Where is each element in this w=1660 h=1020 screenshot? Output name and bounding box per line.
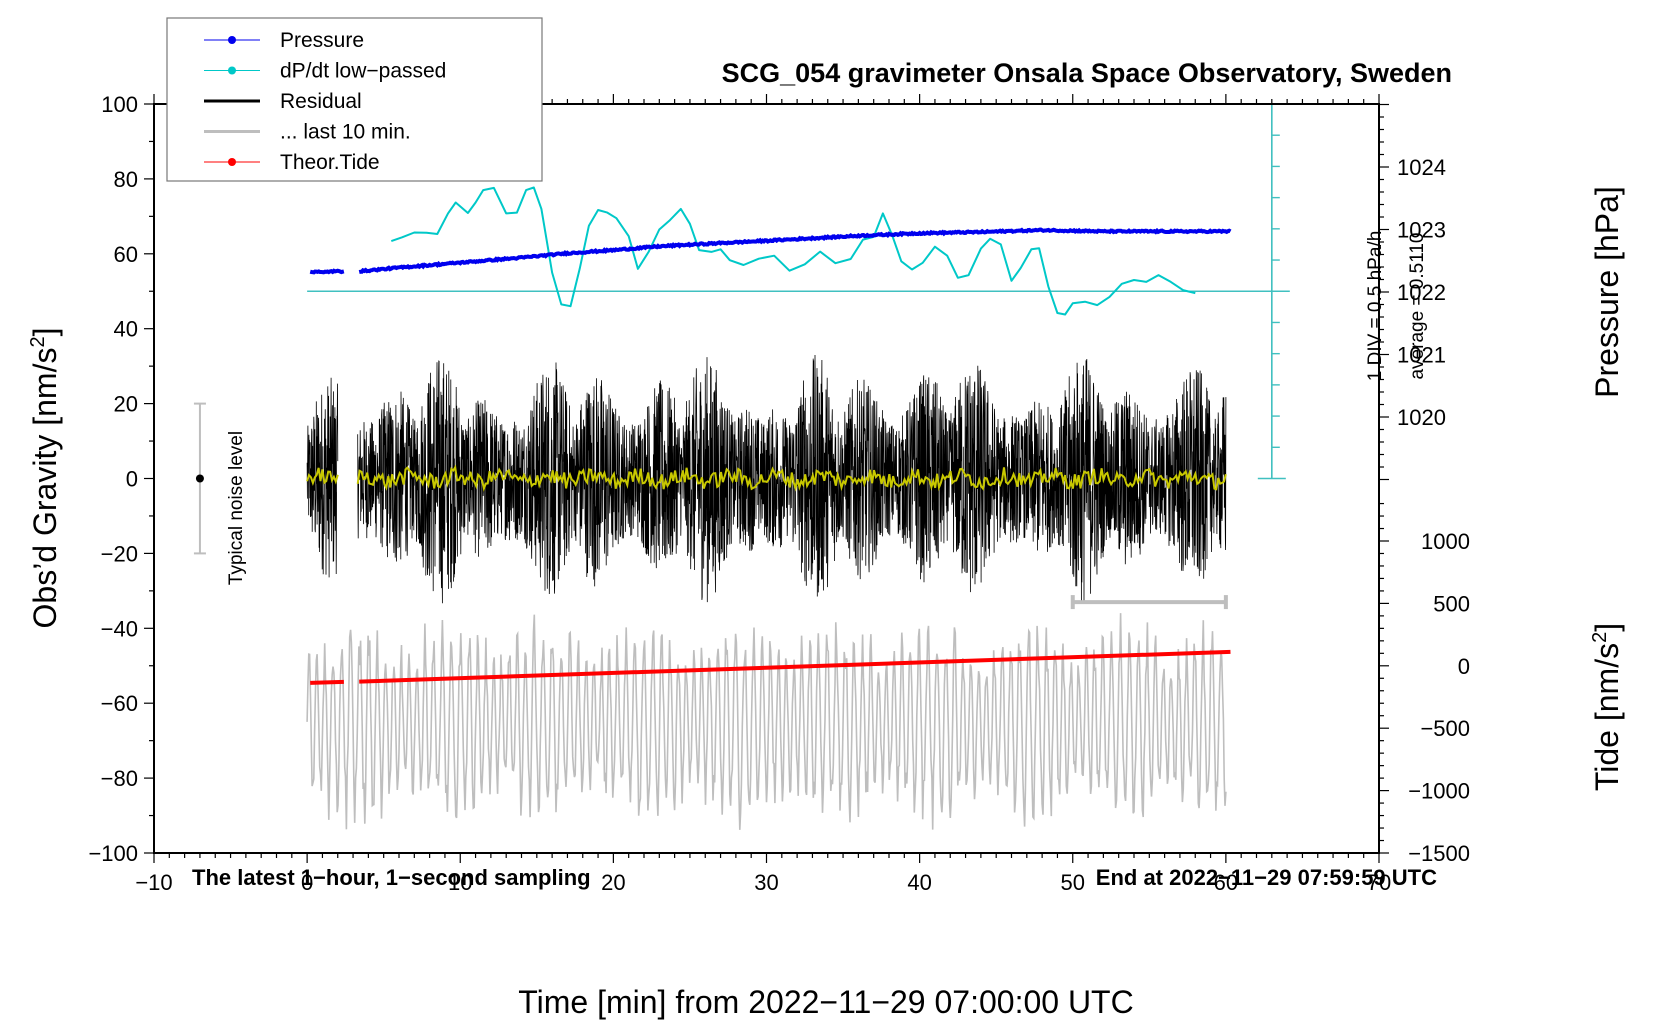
- pressure-tick-label: 1023: [1397, 218, 1446, 243]
- pressure-line: [358, 227, 1232, 275]
- legend-swatch-marker: [228, 158, 236, 166]
- y-axis-left-title: Obs’d Gravity [nm/s2]: [27, 328, 63, 629]
- x-tick-label: 30: [754, 870, 778, 895]
- y-left-tick-label: 60: [114, 242, 138, 267]
- x-tick-label: 60: [1214, 870, 1238, 895]
- legend-entry-label: Theor.Tide: [280, 151, 380, 174]
- y-left-tick-label: −80: [101, 766, 138, 791]
- legend-entry-label: dP/dt low−passed: [280, 60, 446, 83]
- x-tick-label: 70: [1367, 870, 1391, 895]
- pressure-tick-label: 1021: [1397, 343, 1446, 368]
- x-tick-label: 20: [601, 870, 625, 895]
- last-10-min-line: [306, 613, 1227, 830]
- tide-tick-label: 500: [1433, 591, 1470, 616]
- y-left-tick-label: 0: [126, 467, 138, 492]
- dpdt-line: [390, 186, 1196, 316]
- x-tick-label: −10: [135, 870, 172, 895]
- legend-entry-label: Residual: [280, 90, 362, 113]
- y-axis-pressure-title: Pressure [hPa]: [1589, 186, 1625, 398]
- tide-tick-label: 1000: [1421, 529, 1470, 554]
- dpdt-div-label: 1 DIV = 0.5 hPa/h: [1365, 231, 1386, 382]
- series-layer: [193, 103, 1290, 830]
- y-left-tick-label: 80: [114, 167, 138, 192]
- noise-level-center-dot: [195, 474, 204, 483]
- y-axis-tide-title-sup: 2: [1589, 632, 1611, 643]
- y-left-tick-label: −60: [101, 691, 138, 716]
- x-tick-label: 0: [301, 870, 313, 895]
- x-tick-label: 40: [907, 870, 931, 895]
- residual-smoothed-line: [306, 467, 339, 486]
- y-left-tick-label: 40: [114, 317, 138, 342]
- y-axis-tide-title-end: ]: [1589, 623, 1625, 632]
- tide-tick-label: 0: [1458, 654, 1470, 679]
- tide-tick-label: −500: [1420, 716, 1470, 741]
- annotation-sampling: The latest 1−hour, 1−second sampling: [192, 865, 591, 890]
- y-axis-tide-title: Tide [nm/s2]: [1589, 623, 1625, 791]
- pressure-line: [309, 268, 345, 275]
- y-axis-right: 1024 1023 1022 1021 1020 1000 500 0 −500 −1000 −15…: [1379, 103, 1470, 866]
- y-left-tick-label: −20: [101, 541, 138, 566]
- legend-swatch-marker: [228, 36, 236, 44]
- tide-tick-label: −1000: [1408, 779, 1470, 804]
- residual-smoothed-line: [356, 464, 1227, 493]
- tide-tick-label: −1500: [1408, 841, 1470, 866]
- y-axis-left-title-base: Obs’d Gravity [nm/s: [27, 348, 63, 629]
- legend-entry-label: Pressure: [280, 29, 364, 52]
- legend-swatch-marker: [228, 66, 236, 75]
- legend-entry-label: ... last 10 min.: [280, 121, 411, 144]
- residual-line: [306, 377, 339, 578]
- y-axis-left: 100 80 60 40 20 0 −20 −40 −60 −80 −100: [88, 92, 154, 866]
- pressure-tick-label: 1022: [1397, 280, 1446, 305]
- dpdt-average-label: average = 0.5110: [1407, 232, 1428, 379]
- y-left-tick-label: 20: [114, 392, 138, 417]
- y-left-tick-label: 100: [101, 92, 138, 117]
- y-axis-tide-title-base: Tide [nm/s: [1589, 643, 1625, 791]
- chart-title: SCG_054 gravimeter Onsala Space Observat…: [722, 58, 1452, 88]
- y-left-tick-label: −40: [101, 616, 138, 641]
- noise-level-label: Typical noise level: [226, 431, 247, 585]
- x-tick-label: 50: [1061, 870, 1085, 895]
- x-tick-label: 10: [448, 870, 472, 895]
- y-axis-left-title-end: ]: [27, 328, 63, 337]
- theoretical-tide-line: [310, 679, 344, 685]
- theoretical-tide-line: [359, 649, 1231, 684]
- legend: Pressure dP/dt low−passed Residual ... last…: [166, 17, 543, 182]
- pressure-tick-label: 1024: [1397, 155, 1446, 180]
- x-axis-title: Time [min] from 2022−11−29 07:00:00 UTC: [518, 984, 1133, 1020]
- x-axis: −10 0 10 20 30 40 50 60 70: [135, 94, 1391, 895]
- annotation-end-time: End at 2022−11−29 07:59:59 UTC: [1096, 865, 1437, 890]
- pressure-tick-label: 1020: [1397, 405, 1446, 430]
- y-left-tick-label: −100: [88, 841, 138, 866]
- y-axis-left-title-sup: 2: [27, 336, 49, 347]
